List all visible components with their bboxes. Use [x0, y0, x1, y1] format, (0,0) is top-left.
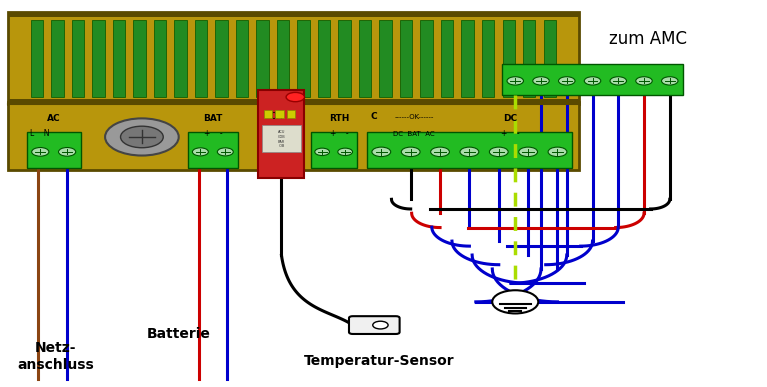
Bar [27, 132, 81, 168]
Bar [502, 64, 683, 95]
Bar [400, 20, 413, 97]
Bar [93, 20, 105, 97]
Text: ------OK------: ------OK------ [394, 114, 434, 120]
Circle shape [120, 126, 163, 148]
Bar [441, 20, 453, 97]
Circle shape [460, 147, 479, 157]
Circle shape [58, 147, 76, 156]
Circle shape [105, 118, 179, 156]
Text: zum AMC: zum AMC [609, 30, 687, 48]
Text: Temperatur-Sensor: Temperatur-Sensor [304, 354, 455, 368]
Bar [51, 20, 64, 97]
Circle shape [372, 147, 390, 157]
Bar [502, 20, 515, 97]
Text: OFF: OFF [271, 112, 286, 121]
Circle shape [286, 92, 304, 102]
Bar [338, 20, 351, 97]
Text: +    -: + - [501, 129, 519, 138]
Bar [8, 102, 579, 170]
Text: Batterie: Batterie [146, 327, 211, 341]
Text: AC: AC [47, 114, 61, 123]
Circle shape [661, 77, 678, 85]
Bar [277, 20, 289, 97]
Bar [72, 20, 84, 97]
Bar [8, 12, 579, 17]
Text: ACU
COB
BAR
 OB: ACU COB BAR OB [278, 130, 285, 148]
Circle shape [507, 77, 524, 85]
Bar [264, 111, 272, 118]
Bar [113, 20, 125, 97]
Bar [195, 20, 207, 97]
Circle shape [314, 148, 330, 156]
Bar [188, 132, 238, 168]
Bar [420, 20, 433, 97]
Bar [8, 99, 579, 104]
Text: +    -: + - [204, 129, 222, 138]
Bar [311, 132, 357, 168]
Circle shape [492, 290, 538, 313]
Text: Netz-
anschluss: Netz- anschluss [18, 341, 94, 372]
Circle shape [636, 77, 652, 85]
Bar [8, 12, 579, 104]
Bar [380, 20, 392, 97]
Circle shape [518, 147, 538, 157]
Text: L    N: L N [30, 129, 50, 138]
Bar [174, 20, 187, 97]
Text: RTH: RTH [329, 114, 349, 123]
Text: DC  BAT  AC: DC BAT AC [393, 131, 435, 137]
Bar [359, 20, 371, 97]
Circle shape [548, 147, 567, 157]
Circle shape [430, 147, 449, 157]
Bar [133, 20, 146, 97]
Circle shape [489, 147, 509, 157]
Bar [258, 90, 304, 178]
Circle shape [584, 77, 601, 85]
Text: C: C [371, 112, 377, 121]
Text: BAT: BAT [203, 114, 223, 123]
Bar [287, 111, 295, 118]
Bar [318, 20, 331, 97]
Bar [298, 20, 310, 97]
Circle shape [337, 148, 353, 156]
Bar [31, 20, 43, 97]
Text: DC: DC [503, 114, 517, 123]
Bar [236, 20, 249, 97]
Bar [523, 20, 535, 97]
Circle shape [610, 77, 627, 85]
Circle shape [558, 77, 575, 85]
Bar [256, 20, 268, 97]
Bar [154, 20, 166, 97]
Bar [367, 132, 572, 168]
Bar [216, 20, 228, 97]
Bar [262, 125, 301, 152]
Bar [482, 20, 494, 97]
Bar [462, 20, 474, 97]
FancyBboxPatch shape [349, 316, 400, 334]
Text: +    -: + - [330, 129, 348, 138]
Bar [544, 20, 556, 97]
Circle shape [31, 147, 49, 156]
Circle shape [193, 148, 209, 156]
Bar [275, 111, 284, 118]
Circle shape [533, 77, 549, 85]
Circle shape [401, 147, 420, 157]
Circle shape [373, 321, 388, 329]
Circle shape [217, 148, 233, 156]
